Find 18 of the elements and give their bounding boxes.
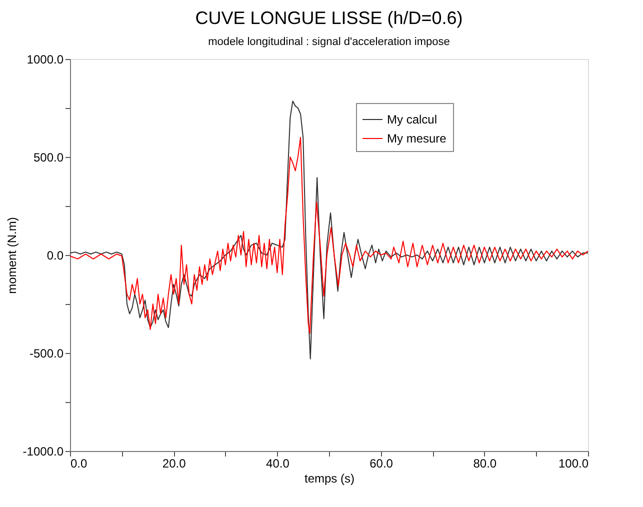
x-tick-label: 40.0 bbox=[266, 456, 290, 470]
chart-title: CUVE LONGUE LISSE (h/D=0.6) bbox=[195, 8, 463, 28]
legend-label: My mesure bbox=[387, 132, 447, 146]
x-tick-label: 100.0 bbox=[558, 456, 589, 470]
x-tick-label: 80.0 bbox=[473, 456, 497, 470]
x-tick-label: 0.0 bbox=[70, 456, 88, 470]
line-series bbox=[70, 100, 588, 360]
x-axis-title: temps (s) bbox=[304, 472, 355, 486]
y-axis-title: moment (N.m) bbox=[4, 217, 19, 294]
y-tick-label: 0.0 bbox=[46, 248, 64, 262]
x-tick-label: 60.0 bbox=[370, 456, 394, 470]
y-tick-label: -500.0 bbox=[29, 346, 64, 360]
legend-label: My calcul bbox=[387, 112, 438, 126]
y-tick-label: -1000.0 bbox=[22, 444, 64, 458]
chart-subtitle: modele longitudinal : signal d'acceleration impose bbox=[208, 36, 450, 48]
y-tick-label: 1000.0 bbox=[26, 52, 64, 66]
y-tick-label: 500.0 bbox=[33, 150, 64, 164]
x-tick-label: 20.0 bbox=[162, 456, 186, 470]
